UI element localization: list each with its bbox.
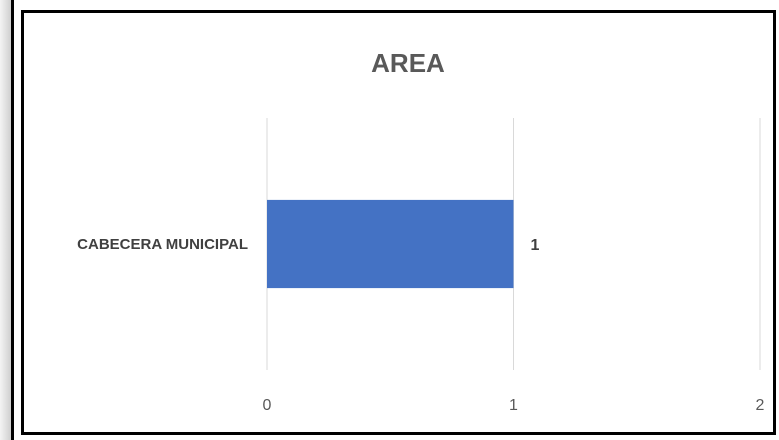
x-tick-label: 2 <box>756 397 765 414</box>
data-label: 1 <box>531 237 540 254</box>
x-axis-tick-labels: 0 1 2 <box>263 397 765 414</box>
category-labels: CABECERA MUNICIPAL <box>77 236 248 253</box>
bars <box>267 199 514 289</box>
x-tick-label: 1 <box>509 397 518 414</box>
data-labels: 1 <box>531 237 540 254</box>
bar <box>267 199 514 289</box>
x-tick-label: 0 <box>263 397 272 414</box>
category-label: CABECERA MUNICIPAL <box>77 236 248 253</box>
chart-title: AREA <box>371 48 445 78</box>
adjacent-panel-edge <box>0 0 14 440</box>
